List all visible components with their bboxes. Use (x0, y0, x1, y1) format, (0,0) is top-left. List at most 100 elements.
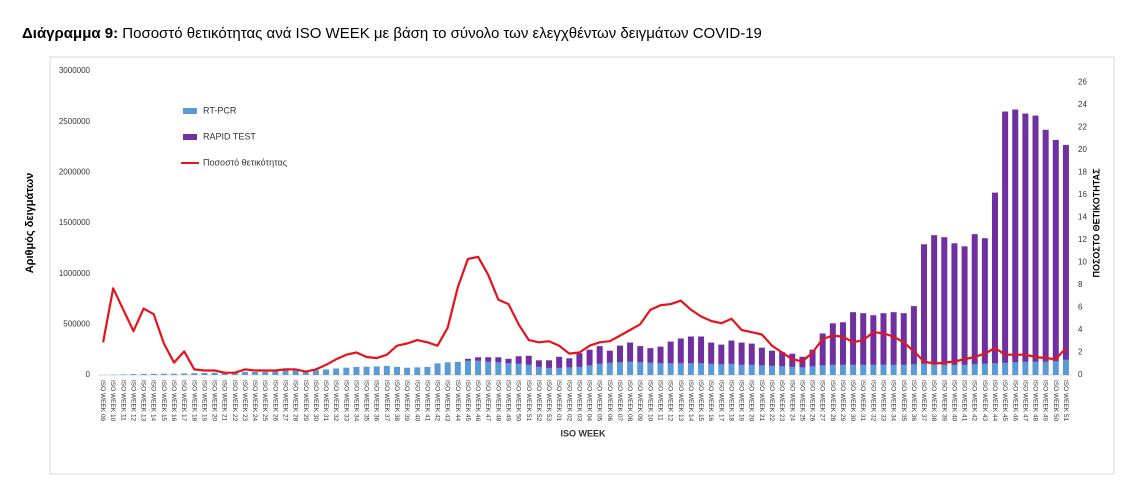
bar (424, 366, 431, 375)
bar (616, 345, 623, 363)
x-tick-label: ISO WEEK 01 (555, 380, 562, 422)
bar (850, 312, 857, 365)
x-tick-label: ISO WEEK 44 (454, 380, 461, 422)
x-tick-label: ISO WEEK 25 (798, 380, 805, 422)
x-tick-label: ISO WEEK 21 (221, 380, 228, 422)
bar (921, 244, 928, 364)
bar (353, 366, 360, 375)
y-tick-label: 1500000 (59, 218, 91, 227)
bar (890, 364, 897, 375)
x-tick-label: ISO WEEK 35 (363, 380, 370, 422)
x-tick-label: ISO WEEK 51 (1062, 380, 1069, 422)
bar (566, 358, 573, 368)
x-tick-label: ISO WEEK 26 (809, 380, 816, 422)
x-tick-label: ISO WEEK 53 (545, 380, 552, 422)
bar (819, 333, 826, 366)
bar (535, 366, 542, 375)
bar (586, 349, 593, 366)
bar (576, 353, 583, 367)
bar (758, 347, 765, 366)
bar (667, 341, 674, 364)
title-prefix: Διάγραμμα 9: (22, 25, 118, 42)
bar (809, 349, 816, 367)
x-tick-label: ISO WEEK 43 (444, 380, 451, 422)
bar (596, 363, 603, 375)
bar (718, 344, 725, 365)
bar (201, 372, 208, 375)
x-tick-label: ISO WEEK 10 (109, 380, 116, 422)
bar (464, 360, 471, 375)
bar (779, 352, 786, 367)
bar (292, 370, 299, 375)
bar (596, 346, 603, 364)
bar (758, 365, 765, 375)
bar (708, 363, 715, 375)
x-tick-label: ISO WEEK 19 (200, 380, 207, 422)
x-tick-label: ISO WEEK 39 (403, 380, 410, 422)
bar (1032, 115, 1039, 362)
x-tick-label: ISO WEEK 17 (717, 380, 724, 422)
bar (1042, 361, 1049, 375)
x-axis-title: ISO WEEK (560, 428, 606, 438)
bar (991, 363, 998, 375)
bar (546, 367, 553, 375)
x-tick-label: ISO WEEK 28 (829, 380, 836, 422)
x-tick-label: ISO WEEK 29 (839, 380, 846, 422)
bar (708, 342, 715, 364)
bar (890, 312, 897, 365)
bar (769, 350, 776, 366)
bar (748, 343, 755, 365)
x-tick-label: ISO WEEK 11 (657, 380, 664, 421)
title-text: Ποσοστό θετικότητας ανά ISO WEEK με βάση… (122, 25, 762, 42)
bar (677, 363, 684, 375)
bar (414, 367, 421, 375)
bar (870, 364, 877, 375)
x-tick-label: ISO WEEK 49 (1042, 380, 1049, 422)
bar (677, 338, 684, 364)
bar (931, 235, 938, 364)
x-tick-label: ISO WEEK 43 (981, 380, 988, 422)
bar (687, 363, 694, 375)
x-tick-label: ISO WEEK 47 (1021, 380, 1028, 422)
y-tick-label: 3000000 (59, 66, 91, 75)
bar (647, 348, 654, 363)
y2-tick-label: 6 (1078, 303, 1083, 312)
x-tick-label: ISO WEEK 17 (180, 380, 187, 422)
bar (525, 355, 532, 365)
bar (404, 367, 411, 375)
bar (900, 313, 907, 365)
bar (880, 364, 887, 375)
y2-axis-title: ΠΟΣΟΣΤΟ ΘΕΤΙΚΟΤΗΤΑΣ (1091, 168, 1101, 278)
bar (505, 363, 512, 375)
bar (576, 366, 583, 375)
x-tick-label: ISO WEEK 13 (677, 380, 684, 422)
bar (434, 363, 441, 375)
bar (819, 365, 826, 375)
bar (160, 373, 167, 375)
bar (333, 368, 340, 375)
bar (809, 366, 816, 375)
x-tick-label: ISO WEEK 30 (312, 380, 319, 422)
x-tick-label: ISO WEEK 42 (971, 380, 978, 422)
x-tick-label: ISO WEEK 48 (494, 380, 501, 422)
bar (627, 361, 634, 375)
bar (738, 342, 745, 365)
bar (951, 364, 958, 375)
bar (191, 373, 198, 375)
legend-swatch (183, 134, 197, 140)
bar (383, 365, 390, 375)
x-tick-label: ISO WEEK 24 (788, 380, 795, 422)
bar (302, 370, 309, 375)
bar (454, 361, 461, 375)
bar (150, 373, 157, 375)
x-tick-label: ISO WEEK 49 (504, 380, 511, 422)
bar (515, 356, 522, 364)
bar (393, 366, 400, 375)
x-tick-label: ISO WEEK 09 (636, 380, 643, 422)
bar (850, 364, 857, 375)
x-tick-label: ISO WEEK 39 (940, 380, 947, 422)
y2-tick-label: 4 (1078, 325, 1083, 334)
x-tick-label: ISO WEEK 45 (464, 380, 471, 422)
y2-tick-label: 12 (1078, 235, 1087, 244)
bar (252, 371, 259, 375)
